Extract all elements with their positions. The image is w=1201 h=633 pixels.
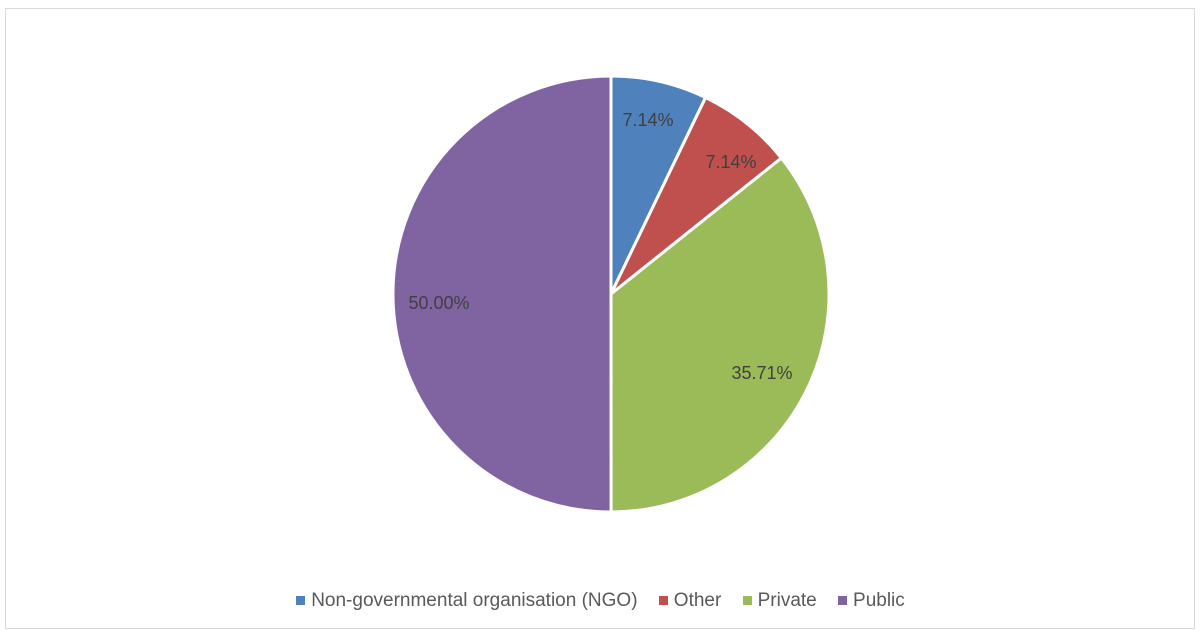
legend-swatch-private	[742, 596, 752, 605]
legend-swatch-other	[658, 596, 668, 605]
legend-swatch-public	[838, 596, 848, 605]
legend: Non-governmental organisation (NGO) Othe…	[0, 589, 1201, 612]
pie-slice-public	[391, 74, 613, 514]
data-label-private: 35.71%	[731, 363, 792, 383]
pie-slice-private	[609, 156, 831, 514]
data-label-public: 50.00%	[408, 293, 469, 313]
legend-item-private: Private	[742, 589, 817, 612]
legend-item-public: Public	[838, 590, 905, 612]
legend-label-other: Other	[673, 589, 722, 611]
legend-swatch-ngo	[296, 596, 306, 605]
legend-label-public: Public	[853, 589, 905, 611]
legend-label-private: Private	[757, 589, 817, 611]
data-label-ngo: 7.14%	[622, 110, 673, 130]
legend-label-ngo: Non-governmental organisation (NGO)	[311, 589, 638, 611]
legend-item-other: Other	[658, 589, 722, 612]
legend-item-ngo: Non-governmental organisation (NGO)	[296, 589, 638, 612]
data-label-other: 7.14%	[705, 152, 756, 172]
